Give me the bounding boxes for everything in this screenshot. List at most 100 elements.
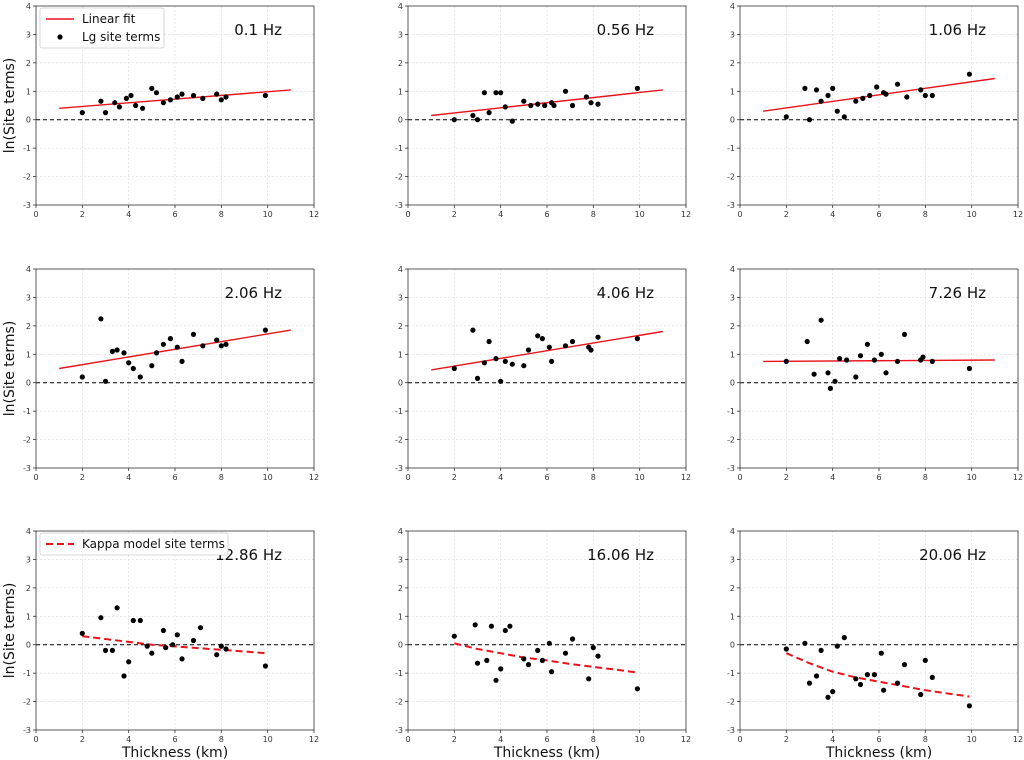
linear-fit-line	[431, 89, 663, 117]
data-point	[174, 632, 180, 638]
y-tick-label: 0	[26, 641, 31, 650]
y-tick-label: 0	[730, 116, 735, 125]
data-point	[966, 703, 973, 709]
data-point	[79, 630, 85, 636]
x-tick-label: 2	[80, 735, 85, 744]
x-tick-label: 12	[1013, 473, 1023, 482]
legend-box	[39, 532, 229, 556]
y-tick-label: 1	[730, 87, 735, 96]
data-point	[588, 100, 594, 106]
data-point	[634, 686, 641, 692]
data-point	[509, 118, 515, 124]
data-point	[783, 114, 789, 120]
x-tick-label: 12	[681, 735, 691, 744]
data-point	[133, 102, 139, 109]
data-point	[806, 117, 813, 123]
data-point	[864, 341, 871, 347]
legend-label: Lg site terms	[82, 30, 160, 44]
linear-fit-line	[59, 329, 291, 370]
x-tick-label: 2	[452, 473, 457, 482]
x-tick-label: 12	[309, 735, 319, 744]
data-point	[486, 338, 492, 345]
data-point	[493, 677, 499, 683]
legend-box	[39, 7, 165, 49]
data-point	[844, 357, 850, 363]
data-point	[883, 370, 889, 376]
data-point	[474, 660, 481, 666]
data-point	[539, 657, 546, 664]
x-tick-label: 0	[33, 473, 38, 482]
data-point	[806, 680, 813, 686]
x-tick-label: 10	[263, 735, 273, 744]
x-tick-label: 2	[784, 210, 789, 219]
y-tick-label: 2	[26, 59, 31, 68]
data-point	[218, 97, 224, 103]
data-point	[894, 680, 901, 686]
data-point	[813, 87, 820, 93]
data-point	[802, 640, 808, 646]
data-point	[827, 385, 834, 391]
y-tick-label: 0	[730, 641, 735, 650]
data-point	[521, 656, 527, 662]
data-point	[102, 647, 109, 654]
y-axis-label: ln(Site terms)	[2, 583, 18, 679]
x-tick-label: 0	[737, 210, 742, 219]
frequency-label: 0.1 Hz	[234, 21, 282, 39]
data-point	[595, 101, 601, 107]
data-point	[881, 687, 887, 693]
y-tick-label: 2	[398, 584, 403, 593]
y-tick-label: 3	[730, 30, 735, 39]
data-point	[922, 657, 928, 664]
data-point	[528, 102, 534, 109]
data-point	[922, 92, 928, 99]
data-point	[137, 374, 143, 380]
data-point	[783, 358, 789, 364]
data-point	[818, 647, 824, 654]
data-point	[126, 659, 132, 665]
data-point	[878, 351, 884, 357]
y-tick-label: 2	[398, 322, 403, 331]
data-point	[160, 100, 166, 106]
data-point	[116, 104, 122, 110]
data-point	[200, 343, 206, 349]
x-tick-label: 4	[830, 735, 835, 744]
data-point	[811, 371, 817, 377]
y-tick-label: -3	[727, 464, 735, 473]
x-tick-label: 4	[498, 735, 503, 744]
y-tick-label: -1	[727, 407, 735, 416]
x-tick-label: 2	[452, 210, 457, 219]
data-point	[562, 343, 569, 349]
y-tick-label: 4	[26, 265, 31, 274]
data-point	[170, 642, 176, 648]
data-point	[472, 622, 478, 628]
data-point	[140, 105, 146, 111]
data-point	[569, 102, 576, 109]
x-tick-label: 10	[635, 473, 645, 482]
x-tick-label: 4	[830, 210, 835, 219]
data-point	[451, 365, 457, 372]
y-tick-label: -3	[23, 726, 31, 735]
data-point	[830, 689, 836, 695]
data-point	[126, 360, 132, 366]
frequency-label: 12.86 Hz	[215, 546, 282, 564]
data-point	[137, 617, 143, 624]
x-tick-label: 2	[80, 210, 85, 219]
x-tick-label: 4	[498, 473, 503, 482]
data-point	[509, 361, 515, 367]
x-axis-label: Thickness (km)	[121, 745, 228, 760]
y-tick-label: 0	[730, 379, 735, 388]
data-point	[470, 112, 476, 119]
data-point	[841, 635, 847, 641]
data-point	[825, 694, 831, 700]
y-tick-label: 0	[26, 116, 31, 125]
frequency-label: 0.56 Hz	[597, 21, 654, 39]
x-tick-label: 2	[452, 735, 457, 744]
kappa-model-line	[82, 635, 266, 655]
data-point	[549, 669, 555, 675]
data-point	[486, 110, 492, 116]
data-point	[878, 650, 884, 656]
